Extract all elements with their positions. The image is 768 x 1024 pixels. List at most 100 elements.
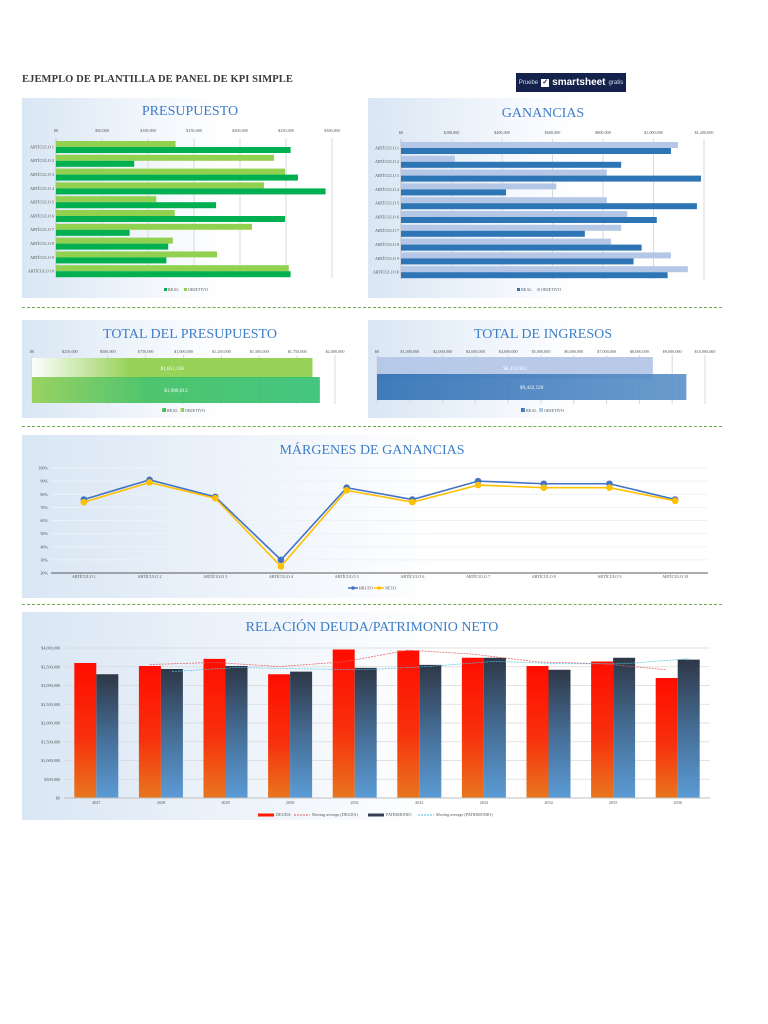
category-label: ARTÍCULO 9 — [375, 256, 399, 261]
bar-patrimonio — [160, 669, 183, 798]
legend-swatch-objetivo — [180, 408, 184, 412]
category-label: ARTÍCULO 9 — [30, 255, 54, 260]
category-label: ARTÍCULO 4 — [30, 186, 55, 191]
y-tick-label: $2,000,000 — [41, 721, 60, 727]
x-tick-label: $150,000 — [186, 128, 202, 134]
bar-patrimonio — [548, 669, 571, 798]
x-tick-label: $200,000 — [232, 128, 248, 134]
category-label: 2029 — [221, 800, 229, 805]
x-tick-label: $1,500,000 — [250, 349, 269, 355]
bar-objetivo — [56, 223, 252, 230]
chart-title: TOTAL DEL PRESUPUESTO — [103, 327, 277, 342]
point-neto — [146, 479, 153, 486]
category-label: ARTÍCULO 3 — [203, 574, 227, 579]
bar-real — [56, 174, 298, 181]
x-tick-label: $4,000,000 — [499, 349, 518, 355]
category-label: ARTÍCULO 6 — [30, 213, 54, 218]
checkbox-logo-icon: ✓ — [541, 78, 550, 87]
legend-swatch-objetivo — [537, 288, 540, 291]
category-label: ARTÍCULO 10 — [662, 574, 688, 579]
bar-objetivo — [401, 169, 607, 176]
category-label: ARTÍCULO 8 — [30, 241, 54, 246]
category-label: 2036 — [674, 800, 682, 805]
page-title: EJEMPLO DE PLANTILLA DE PANEL DE KPI SIM… — [22, 74, 294, 85]
moving-average-deuda — [149, 649, 667, 671]
x-tick-label: $1,000,000 — [400, 349, 419, 355]
x-tick-label: $2,000,000 — [326, 349, 345, 355]
promo-prefix: Pruebe — [518, 79, 539, 86]
total-ingresos-chart: TOTAL DE INGRESOS $0 $1,000,000 $2,000,000… — [368, 320, 718, 418]
smartsheet-promo-button[interactable]: Pruebe ✓ smartsheet gratis — [516, 73, 626, 92]
x-tick-label: $300,000 — [324, 128, 340, 134]
x-tick-label: $1,000,000 — [174, 349, 193, 355]
x-tick-label: $9,000,000 — [663, 349, 682, 355]
bar-objetivo — [401, 183, 557, 190]
y-tick-label: $1,000,000 — [41, 758, 60, 764]
bar-deuda — [332, 649, 355, 798]
bar-deuda — [74, 663, 97, 798]
bar-objetivo — [56, 168, 286, 175]
x-tick-label: $8,000,000 — [630, 349, 649, 355]
data-label: $8,410,963 — [503, 365, 527, 372]
bar-objetivo — [56, 141, 176, 147]
bar-real — [401, 189, 507, 196]
data-label: $9,432,128 — [520, 384, 544, 391]
ganancias-chart: GANANCIAS $0 $200,000 $400,000 $600,000 $800… — [368, 98, 718, 298]
chart-title: GANANCIAS — [501, 106, 585, 121]
bar-real — [56, 147, 291, 153]
category-label: ARTÍCULO 7 — [30, 227, 54, 232]
bar-real — [56, 216, 286, 222]
x-tick-label: $250,000 — [62, 349, 78, 355]
separator — [22, 426, 722, 427]
total-presupuesto-chart: TOTAL DEL PRESUPUESTO $0 $250,000 $500,000… — [22, 320, 358, 418]
legend-swatch-objetivo — [539, 408, 543, 412]
legend-swatch-real — [517, 288, 520, 291]
category-label: ARTÍCULO 6 — [400, 574, 424, 579]
category-label: ARTÍCULO 1 — [30, 144, 54, 149]
bar-deuda — [526, 666, 549, 798]
legend-label: OBJETIVO — [544, 408, 564, 413]
category-label: 2027 — [92, 800, 100, 805]
x-tick-label: $10,000,000 — [695, 349, 716, 355]
bar-objetivo — [56, 196, 157, 203]
bar-real — [56, 202, 217, 209]
separator — [22, 307, 722, 308]
x-tick-label: $400,000 — [494, 130, 510, 136]
bar-real — [56, 188, 326, 195]
x-tick-label: $50,000 — [95, 128, 109, 134]
moving-average-patrimonio — [171, 658, 689, 672]
y-tick-label: 80% — [40, 492, 48, 497]
x-tick-label: $0 — [375, 349, 379, 354]
point-neto — [474, 481, 482, 489]
bar-patrimonio — [613, 657, 636, 798]
legend-marker — [351, 586, 355, 590]
bar-deuda — [655, 678, 678, 798]
chart-title: MÁRGENES DE GANANCIAS — [279, 443, 465, 458]
bar-real — [56, 257, 167, 264]
data-label: $1,851,336 — [161, 365, 185, 372]
legend-label: Moving average (PATRIMONIO) — [436, 812, 493, 817]
bar-objetivo — [401, 197, 607, 204]
bar-objetivo — [56, 237, 173, 244]
bar-objetivo — [401, 266, 688, 273]
data-label: $1,900,013 — [164, 387, 188, 394]
bar-real — [401, 272, 668, 279]
y-tick-label: $3,000,000 — [41, 683, 60, 689]
y-tick-label: $500,000 — [44, 777, 60, 783]
bar-patrimonio — [483, 657, 506, 798]
legend-label: REAL — [168, 287, 179, 292]
bar-objetivo — [401, 224, 622, 231]
point-bruto — [277, 556, 285, 564]
x-tick-label: $2,000,000 — [433, 349, 452, 355]
x-tick-label: $500,000 — [100, 349, 116, 355]
category-label: ARTÍCULO 3 — [375, 173, 399, 178]
category-label: ARTÍCULO 4 — [375, 187, 400, 192]
bar-deuda — [203, 658, 226, 798]
bar-real — [401, 258, 634, 265]
point-neto — [277, 563, 285, 570]
category-label: ARTÍCULO 5 — [375, 201, 399, 206]
bar-objetivo — [56, 265, 289, 272]
x-tick-label: $0 — [30, 349, 34, 354]
category-label: 2028 — [157, 800, 165, 805]
x-tick-label: $200,000 — [444, 130, 460, 136]
